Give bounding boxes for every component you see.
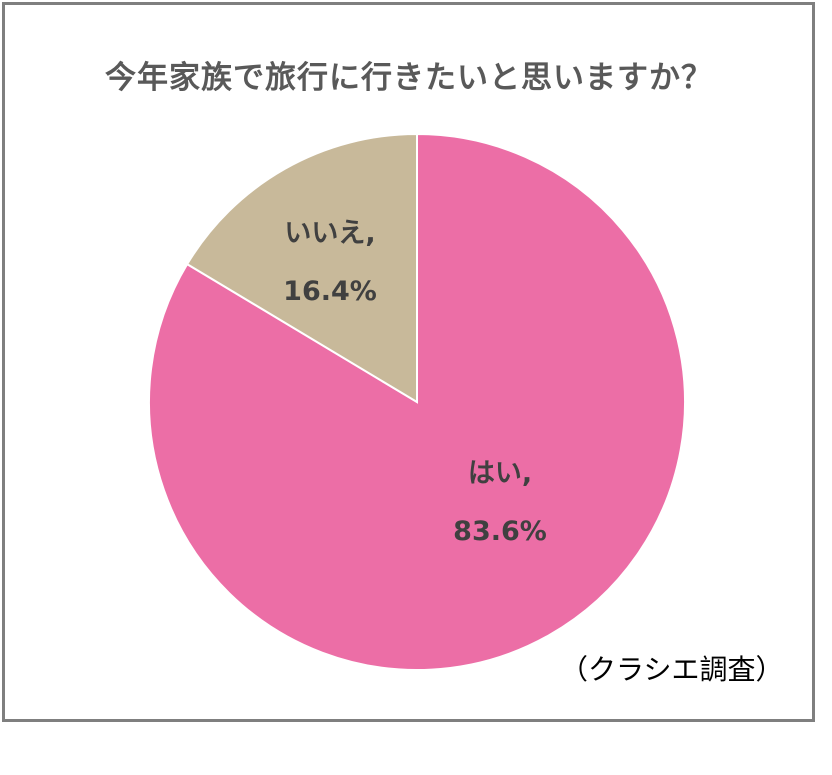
pie-slice-2 [185,132,418,404]
source-note: （クラシエ調査） [560,653,784,686]
slice-value-label-2: 16.4% [283,276,377,307]
slice-label-2: いいえ, [284,218,375,249]
slice-label-1: はい, [468,458,532,489]
chart-title: 今年家族で旅行に行きたいと思いますか？ [105,60,713,96]
slice-value-label-1: 83.6% [453,516,547,547]
